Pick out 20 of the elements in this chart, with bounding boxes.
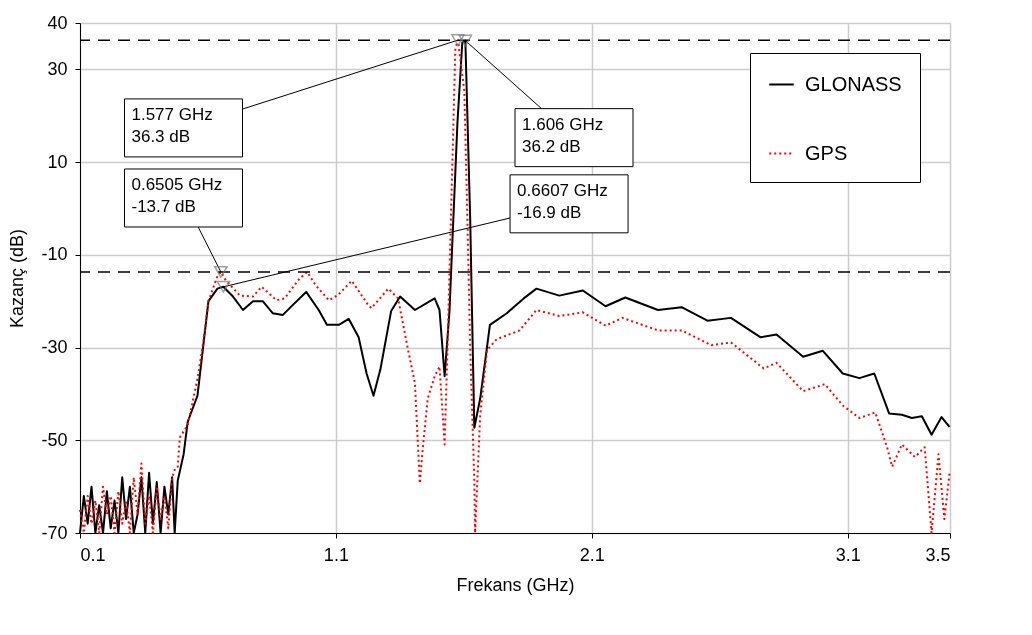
y-tick-label: -30: [41, 337, 68, 358]
y-tick-label: 30: [47, 58, 68, 79]
legend-label: GLONASS: [805, 72, 902, 95]
annotation: 1.577 GHz 36.3 dB: [131, 104, 213, 146]
y-tick-label: 40: [47, 12, 68, 33]
annotation: 0.6505 GHz -13.7 dB: [131, 174, 223, 216]
y-tick-label: 10: [47, 151, 68, 172]
y-axis-title: Kazanç (dB): [7, 228, 28, 329]
x-tick-label: 3.5: [925, 544, 951, 565]
annotation: 1.606 GHz 36.2 dB: [522, 114, 604, 156]
x-tick-label: 1.1: [323, 544, 349, 565]
y-tick-label: -10: [41, 244, 68, 265]
y-tick-label: -70: [41, 522, 68, 543]
y-tick-label: -50: [41, 429, 68, 450]
x-axis-title: Frekans (GHz): [456, 574, 575, 595]
x-tick-label: 3.1: [835, 544, 861, 565]
annotation: 0.6607 GHz -16.9 dB: [517, 180, 608, 222]
x-tick-label: 0.1: [80, 544, 106, 565]
x-tick-label: 2.1: [579, 544, 605, 565]
legend-label: GPS: [805, 141, 848, 164]
